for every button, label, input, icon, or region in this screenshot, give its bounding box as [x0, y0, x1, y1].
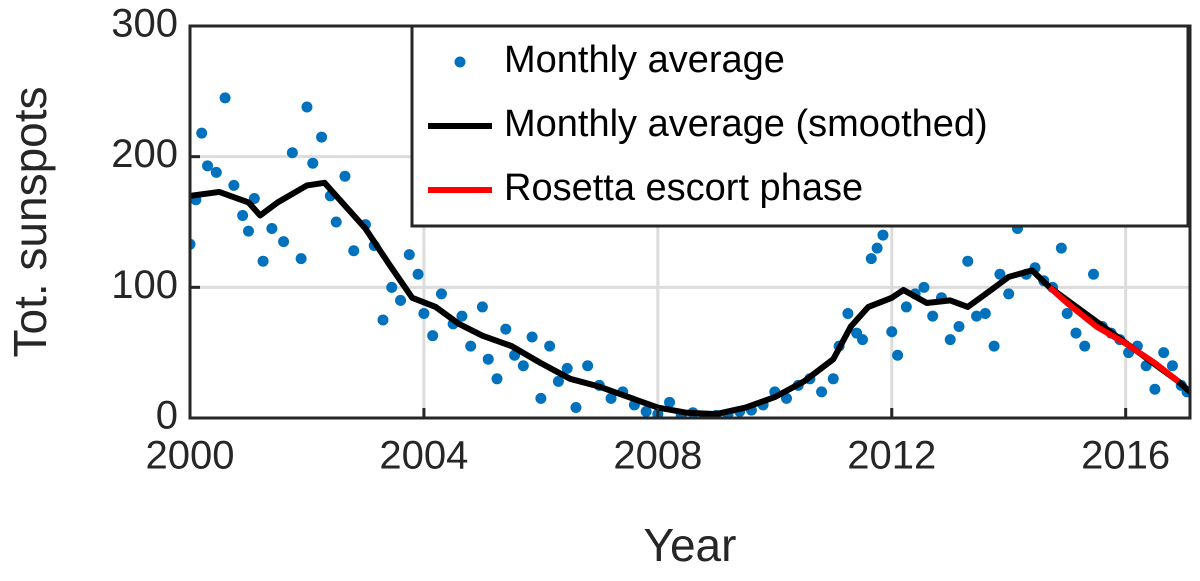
data-point	[1070, 327, 1082, 339]
data-point	[219, 92, 231, 104]
x-axis-label: Year	[644, 519, 737, 571]
data-point	[979, 307, 991, 319]
data-point	[339, 170, 351, 182]
series-line	[190, 179, 1190, 418]
data-point	[395, 294, 407, 306]
data-point	[552, 375, 564, 387]
data-point	[427, 330, 439, 342]
data-point	[301, 101, 313, 113]
data-point	[266, 223, 278, 235]
legend-label: Rosetta escort phase	[504, 167, 863, 209]
data-point	[886, 326, 898, 338]
data-point	[1088, 268, 1100, 280]
x-tick-label: 2016	[1081, 434, 1170, 478]
data-point	[1061, 307, 1073, 319]
x-tick-label: 2008	[613, 434, 702, 478]
legend-marker	[454, 56, 466, 68]
data-point	[286, 147, 298, 159]
series-line	[1047, 285, 1181, 384]
data-point	[900, 301, 912, 313]
y-tick-label: 200	[111, 132, 178, 176]
data-point	[842, 307, 854, 319]
y-axis-label: Tot. sunspots	[4, 86, 56, 357]
data-point	[605, 392, 617, 404]
data-point	[1003, 288, 1015, 300]
y-tick-label: 300	[111, 2, 178, 46]
data-point	[456, 310, 468, 322]
data-point	[526, 331, 538, 343]
data-point	[827, 373, 839, 385]
x-tick-label: 2012	[847, 434, 936, 478]
data-point	[927, 310, 939, 322]
data-point	[307, 157, 319, 169]
data-point	[330, 216, 342, 228]
data-point	[871, 242, 883, 254]
data-point	[640, 405, 652, 417]
data-point	[962, 255, 974, 267]
data-point	[228, 179, 240, 191]
data-point	[386, 281, 398, 293]
data-point	[418, 307, 430, 319]
data-point	[403, 249, 415, 261]
data-point	[248, 192, 260, 204]
y-tick-label: 100	[111, 263, 178, 307]
data-point	[210, 166, 222, 178]
data-point	[865, 253, 877, 265]
data-point	[465, 340, 477, 352]
data-point	[257, 255, 269, 267]
data-point	[476, 301, 488, 313]
data-point	[491, 373, 503, 385]
data-point	[857, 334, 869, 346]
data-point	[500, 323, 512, 335]
data-point	[664, 396, 676, 408]
data-point	[816, 386, 828, 398]
data-point	[570, 402, 582, 414]
data-point	[482, 353, 494, 365]
data-point	[348, 245, 360, 257]
data-point	[377, 314, 389, 326]
data-point	[988, 340, 1000, 352]
data-point	[994, 268, 1006, 280]
data-point	[237, 209, 249, 221]
data-point	[517, 360, 529, 372]
y-tick-label: 0	[156, 394, 178, 438]
legend-label: Monthly average	[504, 39, 785, 81]
data-point	[944, 334, 956, 346]
legend-label: Monthly average (smoothed)	[504, 103, 988, 145]
data-point	[561, 362, 573, 374]
data-point	[1055, 242, 1067, 254]
data-point	[877, 229, 889, 241]
data-point	[535, 392, 547, 404]
data-point	[196, 127, 208, 139]
data-point	[971, 310, 983, 322]
data-point	[1166, 360, 1178, 372]
data-point	[202, 160, 214, 172]
data-point	[582, 360, 594, 372]
legend-box	[410, 24, 1190, 228]
data-point	[278, 236, 290, 248]
data-point	[1158, 347, 1170, 359]
data-point	[316, 131, 328, 143]
data-point	[918, 281, 930, 293]
data-point	[1079, 340, 1091, 352]
x-tick-label: 2004	[379, 434, 468, 478]
data-point	[892, 349, 904, 361]
data-point	[544, 340, 556, 352]
data-point	[435, 288, 447, 300]
data-point	[1149, 383, 1161, 395]
data-point	[412, 268, 424, 280]
x-tick-label: 2000	[146, 434, 235, 478]
data-point	[953, 321, 965, 333]
data-point	[242, 225, 254, 237]
data-point	[295, 253, 307, 265]
